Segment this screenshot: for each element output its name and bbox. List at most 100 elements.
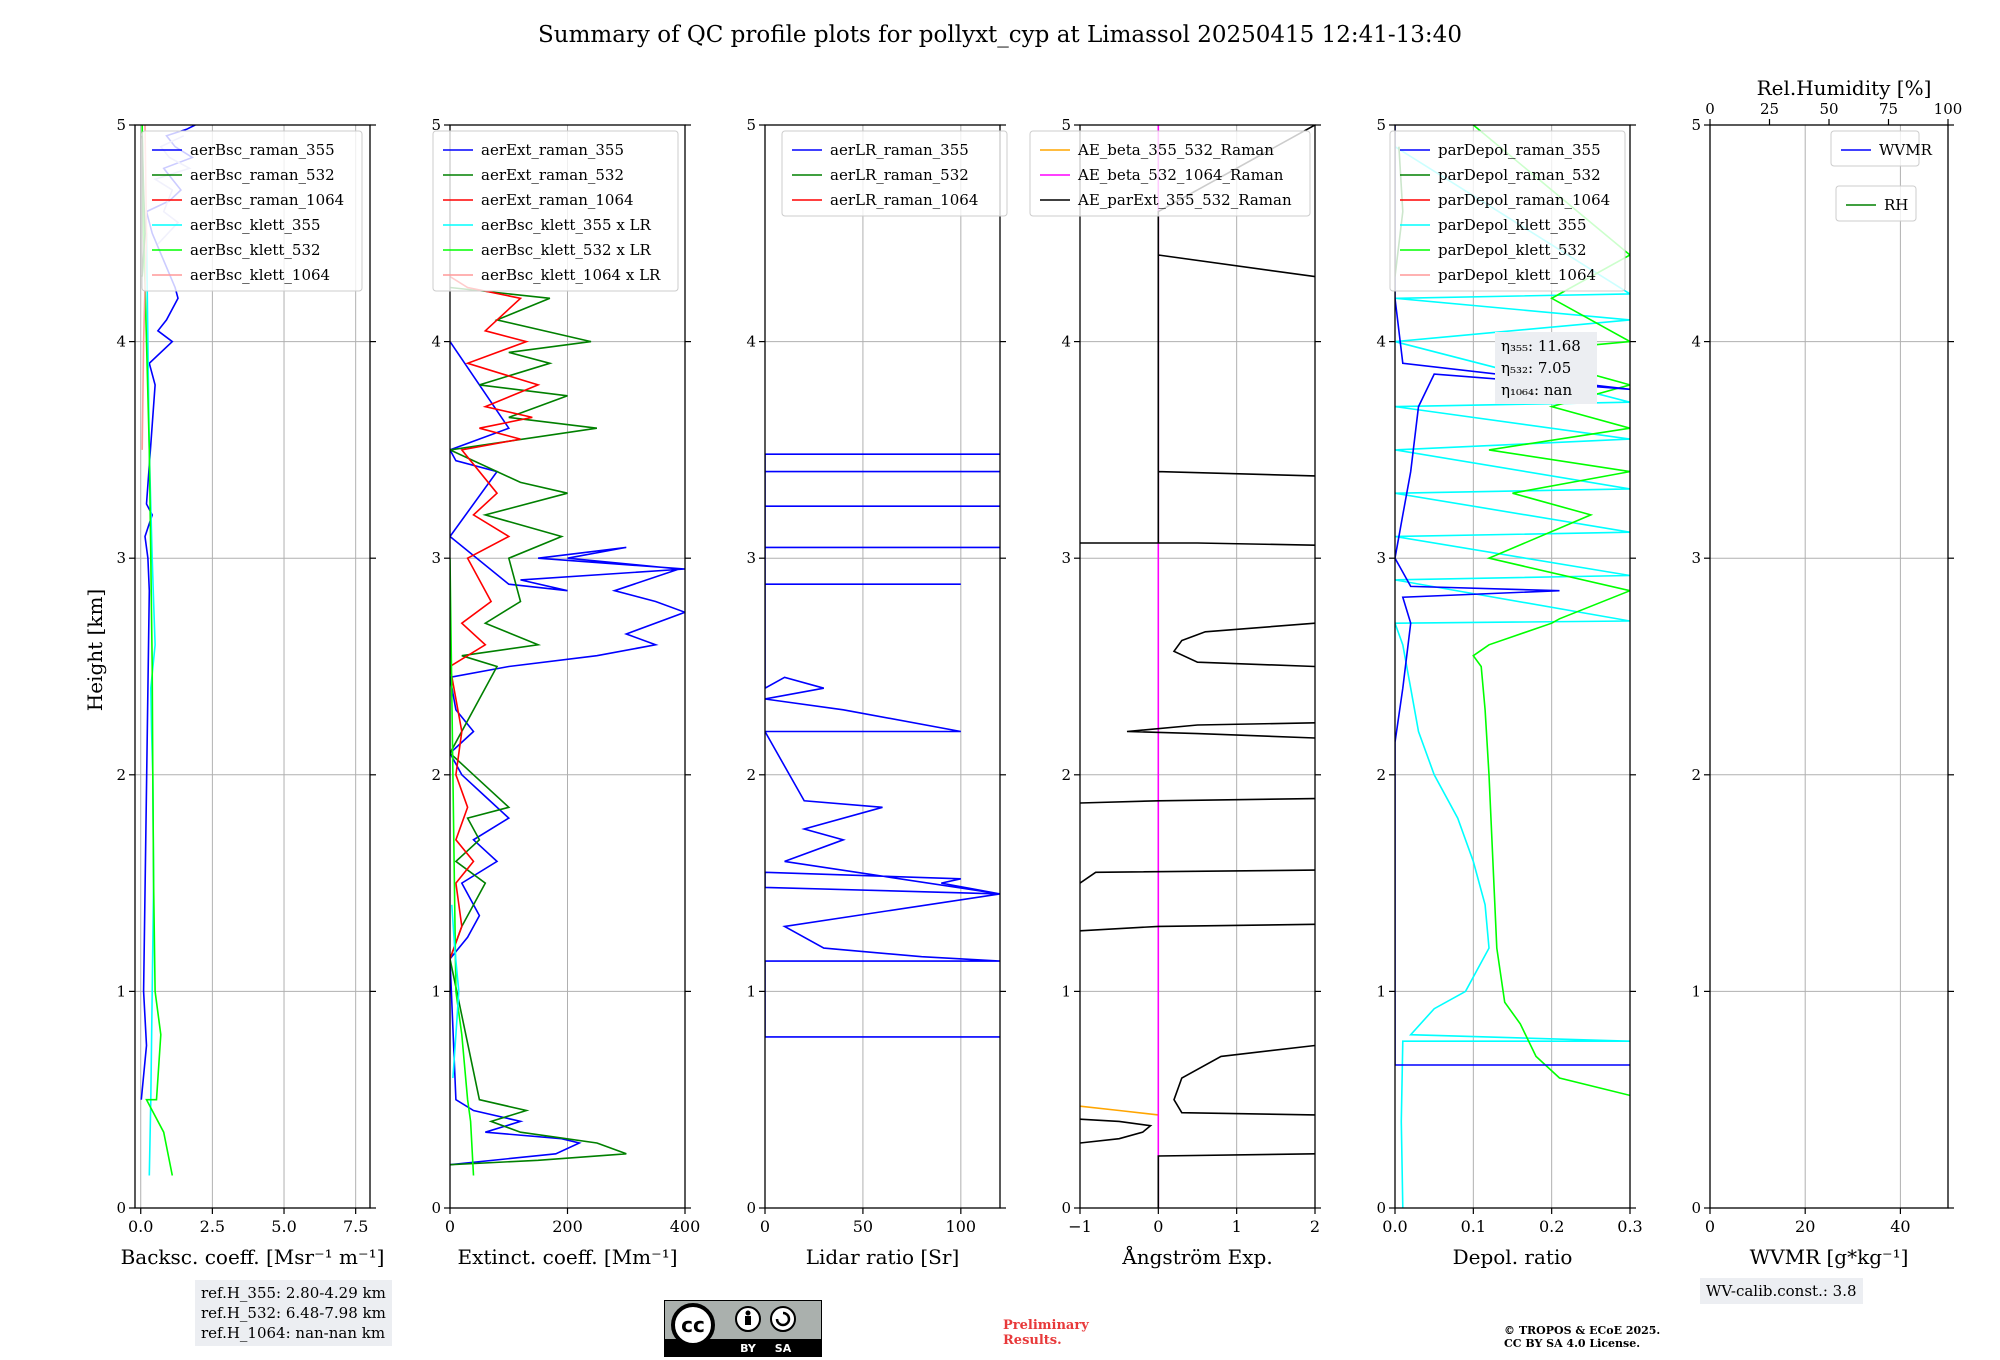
- y-tick-label: 2: [746, 766, 756, 784]
- copyright-line-1: © TROPOS & ECoE 2025.: [1504, 1324, 1661, 1337]
- y-tick-label: 1: [116, 982, 126, 1000]
- y-tick-label: 3: [1376, 549, 1386, 567]
- y-tick-label: 0: [746, 1199, 756, 1217]
- legend-label: aerBsc_klett_1064: [190, 266, 330, 284]
- x-tick-label: 0: [760, 1217, 770, 1236]
- legend-label: parDepol_klett_355: [1438, 216, 1587, 234]
- legend-frame: [1029, 130, 1311, 217]
- x-axis-label: Depol. ratio: [1453, 1245, 1573, 1269]
- series-group: [765, 453, 1000, 1038]
- y-axis-label: Height [km]: [83, 589, 107, 711]
- preliminary-line-2: Results.: [1003, 1333, 1062, 1348]
- x-tick-label: 20: [1795, 1217, 1815, 1236]
- x-tick-label: 0.3: [1617, 1217, 1642, 1236]
- x-tick-label: 0.2: [1539, 1217, 1564, 1236]
- y-tick-label: 5: [1691, 116, 1701, 134]
- legend-frame: [781, 130, 1008, 217]
- legend-frame: [432, 130, 679, 292]
- y-tick-label: 0: [1061, 1199, 1071, 1217]
- legend-ext: aerExt_raman_355 aerExt_raman_532 aerExt_r…: [432, 130, 679, 292]
- series-line-aerbsc-klett-355: [145, 233, 156, 1176]
- x-tick-label: 1: [1232, 1217, 1242, 1236]
- legend-frame: [141, 130, 363, 292]
- legend-label: aerBsc_klett_1064 x LR: [481, 266, 661, 284]
- legend-frame: [1830, 130, 1920, 167]
- panel-lr: 0 50 100 0 1 2 3 4 5 Lidar ratio [Sr] aerLR_raman_…: [746, 116, 1008, 1269]
- legend-frame: [1835, 185, 1917, 222]
- series-line-aerbsc-klett-532: [141, 125, 174, 1176]
- eta-line: η₃₅₅: 11.68: [1501, 337, 1581, 355]
- ref-heights-box: ref.H_355: 2.80-4.29 km ref.H_532: 6.48-…: [195, 1280, 392, 1346]
- ref-height-355: ref.H_355: 2.80-4.29 km: [201, 1284, 386, 1302]
- y-tick-label: 1: [431, 982, 441, 1000]
- panel-ext: 0 200 400 0 1 2 3 4 5 Extinct. coeff. [Mm⁻¹] aerEx…: [431, 116, 700, 1269]
- legend-label: aerBsc_klett_355: [190, 216, 321, 234]
- legend-label: AE_parExt_355_532_Raman: [1077, 191, 1292, 209]
- y-tick-label: 2: [116, 766, 126, 784]
- series-line-aerbsc-klett-532-x-lr: [450, 558, 475, 1176]
- y-tick-label: 1: [1691, 982, 1701, 1000]
- share-alike-icon: [770, 1306, 796, 1332]
- legend-frame: [1389, 130, 1626, 292]
- copyright-line-2: CC BY SA 4.0 License.: [1504, 1337, 1641, 1350]
- y-tick-label: 0: [431, 1199, 441, 1217]
- x-tick-label: 0: [1153, 1217, 1163, 1236]
- x-tick-label: 2: [1310, 1217, 1320, 1236]
- x-tick-label: 400: [670, 1217, 701, 1236]
- legend-wv: WVMR: [1830, 130, 1933, 167]
- series-line-aerext-raman-1064: [450, 275, 541, 960]
- x-tick-label: 2.5: [200, 1217, 225, 1236]
- x-tick-label: 0.1: [1461, 1217, 1486, 1236]
- ref-height-532: ref.H_532: 6.48-7.98 km: [201, 1304, 386, 1322]
- series-line-ae-beta-355-532-raman: [1080, 1105, 1159, 1116]
- y-tick-label: 0: [1691, 1199, 1701, 1217]
- y-tick-label: 4: [1061, 333, 1071, 351]
- legend2-wv: RH: [1835, 185, 1917, 222]
- legend-label: AE_beta_355_532_Raman: [1077, 141, 1274, 159]
- axes-frame: [1394, 124, 1631, 1209]
- legend-label: aerBsc_raman_355: [190, 141, 335, 159]
- y-tick-label: 1: [746, 982, 756, 1000]
- cc-license-badge: cc BY SA: [664, 1300, 822, 1357]
- legend-label: parDepol_raman_1064: [1438, 191, 1610, 209]
- y-tick-label: 4: [1691, 333, 1701, 351]
- y-tick-label: 2: [1061, 766, 1071, 784]
- top-x-tick-label: 50: [1819, 100, 1838, 118]
- x-tick-label: 0.0: [1382, 1217, 1407, 1236]
- y-tick-label: 4: [746, 333, 756, 351]
- legend-label: parDepol_klett_532: [1438, 241, 1587, 259]
- ref-height-1064: ref.H_1064: nan-nan km: [201, 1324, 386, 1342]
- legend-label: aerBsc_raman_1064: [190, 191, 344, 209]
- series-line-aerext-raman-532: [450, 286, 627, 1166]
- y-tick-label: 2: [1376, 766, 1386, 784]
- y-tick-label: 1: [1376, 982, 1386, 1000]
- legend-label: aerBsc_klett_355 x LR: [481, 216, 652, 234]
- legend-label: aerExt_raman_355: [481, 141, 624, 159]
- legend-label: aerLR_raman_355: [830, 141, 969, 159]
- legend-label: aerBsc_klett_532 x LR: [481, 241, 652, 259]
- eta-line: η₁₀₆₄: nan: [1501, 381, 1572, 399]
- y-tick-label: 0: [116, 1199, 126, 1217]
- y-tick-label: 4: [1376, 333, 1386, 351]
- y-tick-label: 3: [116, 549, 126, 567]
- series-line-ae-parext-355-532-raman: [1080, 125, 1315, 1208]
- legend-label: aerExt_raman_1064: [481, 191, 634, 209]
- y-tick-label: 5: [116, 116, 126, 134]
- legend-label: parDepol_raman_355: [1438, 141, 1601, 159]
- eta-line: η₅₃₂: 7.05: [1501, 359, 1571, 377]
- y-tick-label: 2: [1691, 766, 1701, 784]
- x-tick-label: 0: [1705, 1217, 1715, 1236]
- wv-calib-text: WV-calib.const.: 3.8: [1706, 1282, 1857, 1300]
- x-axis-label: Extinct. coeff. [Mm⁻¹]: [457, 1245, 677, 1269]
- y-tick-label: 3: [1061, 549, 1071, 567]
- x-tick-label: 40: [1890, 1217, 1910, 1236]
- legend-bsc: aerBsc_raman_355 aerBsc_raman_532 aerBsc_r…: [141, 130, 363, 292]
- series-line-pardepol-klett-355: [1395, 146, 1630, 1208]
- top-x-tick-label: 100: [1934, 100, 1963, 118]
- legend-label: AE_beta_532_1064_Raman: [1077, 166, 1284, 184]
- series-group: [450, 275, 685, 1176]
- panel-wv: 0 20 40 0 1 2 3 4 5 WVMR [g*kg⁻¹] 0 25 50 75 100Rel.Hu…: [1691, 76, 1962, 1269]
- legend-label: aerBsc_klett_532: [190, 241, 321, 259]
